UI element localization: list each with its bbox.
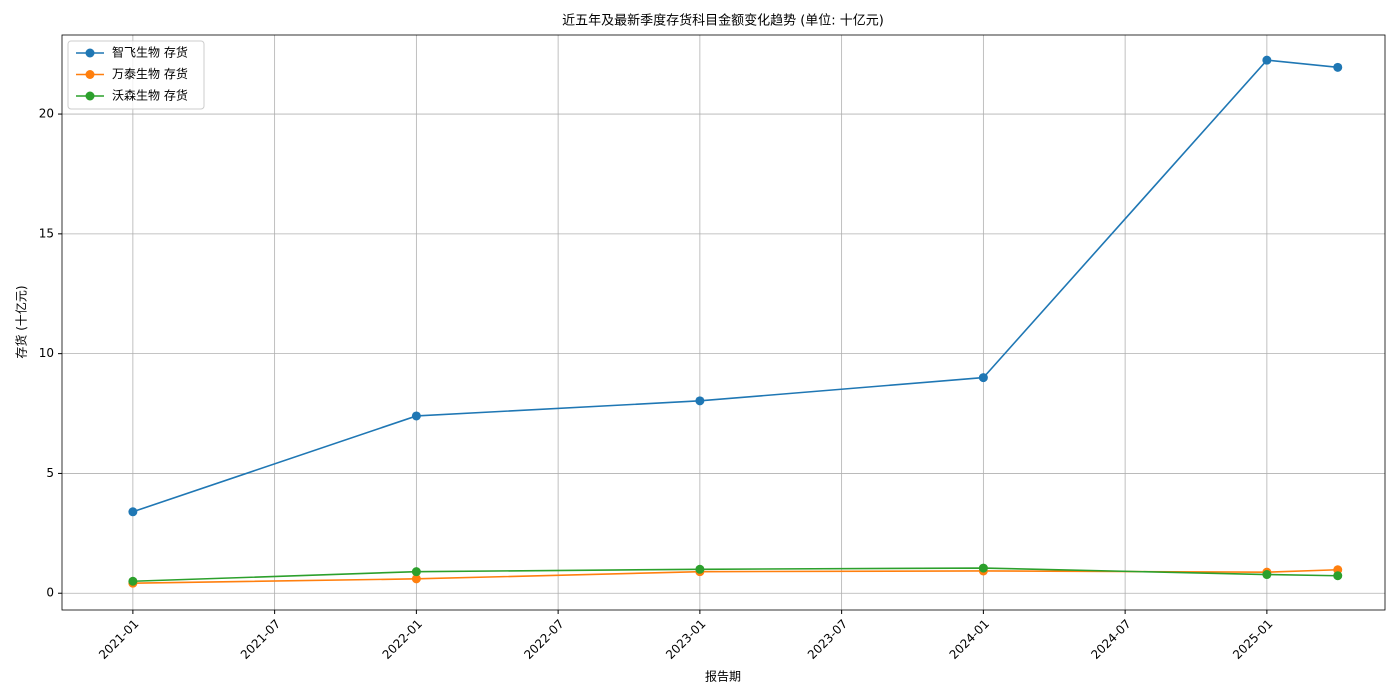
series-line (132, 568, 1338, 584)
chart-title: 近五年及最新季度存货科目金额变化趋势 (单位: 十亿元) (562, 13, 884, 29)
data-point (411, 574, 421, 584)
data-point (978, 373, 988, 383)
data-point (1333, 571, 1343, 581)
legend-label: 沃森生物 存货 (112, 88, 188, 103)
data-point (128, 507, 138, 517)
legend-label: 万泰生物 存货 (112, 66, 188, 81)
data-point (411, 567, 421, 577)
data-point (978, 563, 988, 573)
data-point (695, 564, 705, 574)
data-point (1262, 55, 1272, 65)
legend-marker (85, 48, 95, 58)
y-tick-label: 15 (39, 226, 54, 240)
y-tick-label: 10 (39, 346, 54, 360)
legend-marker (85, 70, 95, 79)
y-tick-label: 0 (46, 586, 54, 600)
data-point (411, 411, 421, 421)
plot-frame (61, 34, 1386, 611)
data-point (695, 396, 705, 406)
series-line (132, 59, 1338, 513)
data-point (1262, 570, 1272, 580)
legend-label: 智飞生物 存货 (112, 45, 188, 60)
legend-box (67, 40, 205, 110)
series-line (132, 567, 1338, 583)
y-axis-label: 存货 (十亿元) (14, 285, 29, 358)
data-point (128, 576, 138, 586)
data-point (1333, 62, 1343, 72)
y-tick-label: 20 (39, 107, 54, 121)
legend-marker (85, 91, 95, 101)
y-tick-label: 5 (46, 466, 54, 480)
x-axis-label: 报告期 (705, 669, 741, 684)
